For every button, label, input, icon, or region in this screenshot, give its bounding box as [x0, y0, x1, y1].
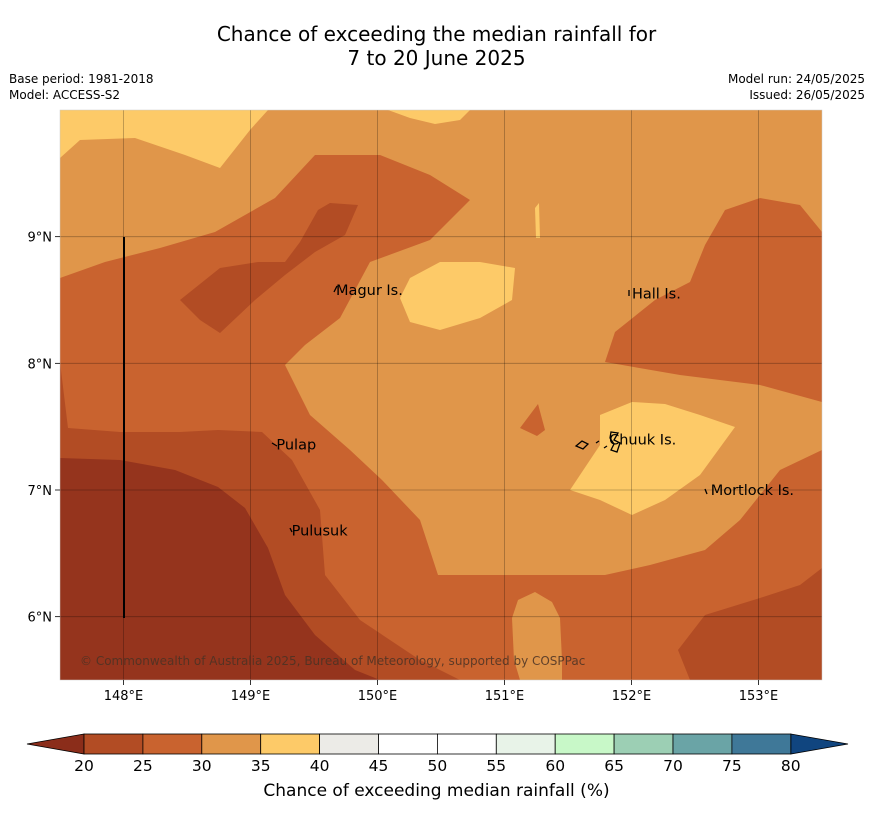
issued-date: Issued: 26/05/2025 — [749, 88, 865, 102]
place-label: Mortlock Is. — [711, 483, 794, 499]
colorbar-over-arrow — [790, 733, 849, 755]
place-label: Pulap — [276, 437, 316, 453]
meta-right: Model run: 24/05/2025 Issued: 26/05/2025 — [728, 71, 865, 103]
colorbar-tick-label: 50 — [428, 757, 448, 775]
base-period: Base period: 1981-2018 — [9, 72, 154, 86]
field-35-40-north-central — [388, 110, 470, 124]
place-label: Chuuk Is. — [609, 432, 676, 448]
island-outlines — [271, 285, 708, 533]
latitude-tick-labels: 9°N 8°N 7°N 6°N — [28, 231, 60, 626]
lat-tick-label: 8°N — [28, 357, 53, 372]
colorbar-tick-label: 20 — [74, 757, 94, 775]
lat-tick-label: 7°N — [28, 484, 53, 499]
field-35-40-north-west — [60, 110, 268, 168]
field-35-40-magur — [400, 262, 515, 330]
mortlock-island-outline — [704, 488, 708, 495]
field-30-35-south — [512, 592, 562, 680]
map-fields — [60, 110, 822, 680]
colorbar-swatch — [201, 733, 262, 755]
colorbar-swatch — [495, 733, 556, 755]
colorbar-tick-label: 25 — [133, 757, 153, 775]
colorbar-tick-label: 65 — [604, 757, 624, 775]
colorbar-tick-label: 30 — [192, 757, 212, 775]
lon-tick-label: 151°E — [485, 689, 525, 704]
longitude-tick-labels: 148°E 149°E 150°E 151°E 152°E 153°E — [104, 680, 779, 704]
lon-tick-label: 148°E — [104, 689, 144, 704]
field-under-20 — [60, 458, 380, 680]
place-label: Hall Is. — [632, 287, 681, 303]
title-line-1: Chance of exceeding the median rainfall … — [216, 22, 657, 46]
colorbar-swatch — [142, 733, 203, 755]
colorbar-tick-label: 55 — [486, 757, 506, 775]
colorbar-under-arrow — [26, 733, 85, 755]
colorbar-tick-label: 35 — [251, 757, 271, 775]
colorbar-swatch — [319, 733, 379, 755]
colorbar-tick-label: 60 — [545, 757, 565, 775]
model-name: Model: ACCESS-S2 — [9, 88, 121, 102]
colorbar-label: Chance of exceeding median rainfall (%) — [263, 781, 610, 801]
colorbar-tick-label: 75 — [722, 757, 742, 775]
colorbar-swatch — [378, 733, 438, 755]
colorbar-swatch — [436, 733, 497, 755]
colorbar-tick-label: 80 — [781, 757, 801, 775]
colorbar-swatch — [554, 733, 615, 755]
lat-tick-label: 6°N — [28, 611, 53, 626]
colorbar-swatch — [613, 733, 674, 755]
map-frame — [59, 109, 823, 681]
colorbar-swatch — [672, 733, 733, 755]
colorbar-tick-label: 70 — [663, 757, 683, 775]
lon-tick-label: 153°E — [739, 689, 779, 704]
title-line-2: 7 to 20 June 2025 — [347, 46, 526, 70]
colorbar: 20 25 30 35 40 45 50 55 60 65 70 75 80 — [26, 733, 849, 775]
lat-tick-label: 9°N — [28, 231, 53, 246]
field-20-25-north — [180, 203, 358, 333]
map-title: Chance of exceeding the median rainfall … — [0, 22, 873, 70]
colorbar-tick-label: 40 — [310, 757, 330, 775]
colorbar-swatch — [83, 733, 144, 755]
lon-tick-label: 150°E — [358, 689, 398, 704]
model-run: Model run: 24/05/2025 — [727, 72, 865, 86]
meta-left: Base period: 1981-2018 Model: ACCESS-S2 — [9, 71, 154, 103]
chuuk-island-outline — [574, 431, 621, 453]
place-label: Magur Is. — [336, 283, 403, 299]
colorbar-tick-label: 45 — [369, 757, 389, 775]
lon-tick-label: 152°E — [612, 689, 652, 704]
magur-island-outline — [333, 285, 338, 293]
field-20-25-southeast — [678, 568, 822, 680]
colorbar-swatch — [731, 733, 792, 755]
field-25-30-east — [605, 198, 822, 402]
lon-tick-label: 149°E — [231, 689, 271, 704]
pulap-island-outline — [271, 442, 278, 447]
pulusuk-island-outline — [289, 527, 293, 533]
field-35-40-chuuk — [570, 402, 735, 515]
place-label: Pulusuk — [292, 524, 349, 540]
field-35-40-sliver — [535, 203, 540, 238]
field-25-30-central — [520, 404, 545, 436]
copyright-notice: © Commonwealth of Australia 2025, Bureau… — [80, 654, 585, 668]
colorbar-swatch — [260, 733, 321, 755]
place-labels: Magur Is. Hall Is. Pulap Chuuk Is. Mortlock … — [276, 283, 794, 540]
